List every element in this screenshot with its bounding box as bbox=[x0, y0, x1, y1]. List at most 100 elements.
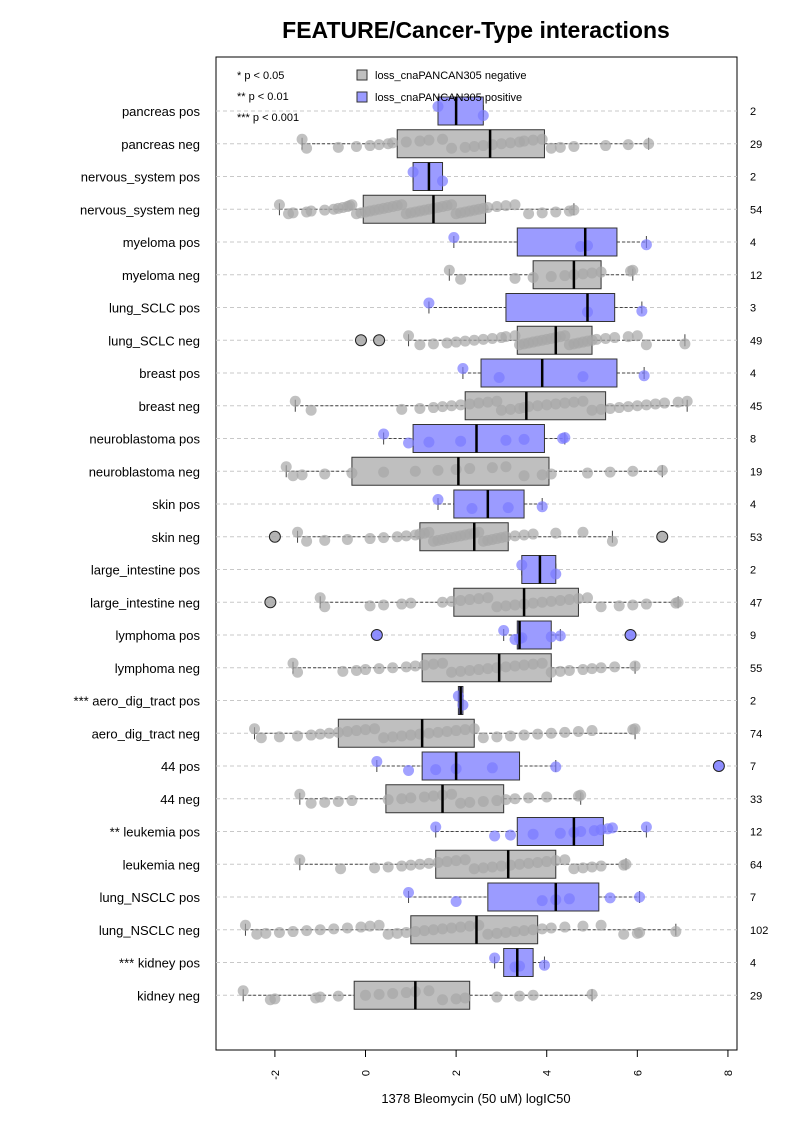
data-point bbox=[337, 665, 349, 677]
box-layer bbox=[237, 96, 725, 1010]
data-point bbox=[606, 535, 618, 547]
row-count: 4 bbox=[750, 368, 756, 380]
data-point bbox=[473, 664, 485, 676]
data-point bbox=[350, 725, 362, 737]
data-point bbox=[545, 666, 557, 678]
row-label: large_intestine neg bbox=[90, 595, 200, 610]
data-point bbox=[634, 891, 646, 903]
row-label: 44 neg bbox=[160, 792, 200, 807]
data-point bbox=[477, 333, 489, 345]
data-point bbox=[568, 863, 580, 875]
data-point bbox=[606, 822, 618, 834]
data-point bbox=[360, 989, 372, 1001]
outlier-point bbox=[656, 530, 669, 543]
data-point bbox=[509, 199, 521, 211]
data-point bbox=[360, 724, 372, 736]
data-point bbox=[319, 601, 331, 613]
data-point bbox=[287, 657, 299, 669]
data-point bbox=[369, 723, 381, 735]
data-point bbox=[509, 599, 521, 611]
data-point bbox=[382, 928, 394, 940]
data-point bbox=[446, 922, 458, 934]
data-point bbox=[581, 467, 593, 479]
legend-significance: *** p < 0.001 bbox=[237, 112, 299, 124]
data-point bbox=[518, 729, 530, 741]
data-point bbox=[446, 400, 458, 412]
data-point bbox=[301, 925, 313, 937]
data-point bbox=[509, 530, 521, 542]
data-point bbox=[504, 829, 516, 841]
data-point bbox=[289, 395, 301, 407]
data-point bbox=[634, 926, 646, 938]
data-point bbox=[477, 862, 489, 874]
data-point bbox=[518, 659, 530, 671]
data-point bbox=[364, 600, 376, 612]
data-point bbox=[509, 660, 521, 672]
data-point bbox=[287, 470, 299, 482]
box-pos bbox=[412, 424, 545, 453]
data-point bbox=[446, 595, 458, 607]
data-point bbox=[500, 331, 512, 343]
data-point bbox=[536, 923, 548, 935]
row-count: 12 bbox=[750, 827, 762, 839]
data-point bbox=[437, 657, 449, 669]
data-point bbox=[527, 828, 539, 840]
data-point bbox=[301, 142, 313, 154]
row-count: 2 bbox=[750, 565, 756, 577]
data-point bbox=[495, 404, 507, 416]
data-point bbox=[464, 463, 476, 475]
row-count: 74 bbox=[750, 728, 762, 740]
data-point bbox=[294, 854, 306, 866]
data-point bbox=[550, 855, 562, 867]
data-point bbox=[541, 399, 553, 411]
data-point bbox=[378, 428, 390, 440]
data-point bbox=[568, 204, 580, 216]
x-axis: -2 0 2 4 6 8 bbox=[270, 1049, 735, 1080]
row-label: nervous_system neg bbox=[80, 202, 200, 217]
data-point bbox=[332, 141, 344, 153]
data-point bbox=[423, 985, 435, 997]
data-point bbox=[450, 463, 462, 475]
data-point bbox=[550, 761, 562, 773]
data-point bbox=[269, 993, 281, 1005]
data-point bbox=[498, 625, 510, 636]
row-count: 102 bbox=[750, 925, 768, 937]
data-point bbox=[554, 141, 566, 153]
data-point bbox=[292, 526, 304, 538]
data-point bbox=[559, 921, 571, 933]
data-point bbox=[618, 928, 630, 940]
data-point bbox=[568, 140, 580, 152]
data-point bbox=[500, 461, 512, 473]
data-point bbox=[432, 494, 444, 505]
data-point bbox=[523, 857, 535, 869]
data-point bbox=[595, 662, 607, 674]
data-point bbox=[437, 133, 449, 145]
data-point bbox=[260, 927, 272, 939]
data-point bbox=[455, 665, 467, 677]
data-point bbox=[396, 860, 408, 872]
data-point bbox=[280, 461, 292, 473]
data-point bbox=[595, 403, 607, 415]
data-point bbox=[559, 270, 571, 282]
data-point bbox=[405, 729, 417, 741]
data-point bbox=[554, 827, 566, 839]
data-point bbox=[305, 797, 317, 809]
data-point bbox=[466, 503, 478, 514]
data-point bbox=[314, 728, 326, 740]
data-point bbox=[518, 470, 530, 482]
data-point bbox=[448, 232, 460, 243]
row-count: 45 bbox=[750, 401, 762, 413]
data-point bbox=[482, 592, 494, 604]
data-point bbox=[527, 924, 539, 936]
row-count: 19 bbox=[750, 466, 762, 478]
data-point bbox=[409, 465, 421, 477]
data-point bbox=[464, 398, 476, 410]
data-point bbox=[468, 863, 480, 875]
data-point bbox=[545, 142, 557, 154]
data-point bbox=[441, 337, 453, 349]
data-point bbox=[443, 264, 455, 276]
data-point bbox=[450, 725, 462, 737]
row-label: myeloma pos bbox=[123, 235, 201, 250]
